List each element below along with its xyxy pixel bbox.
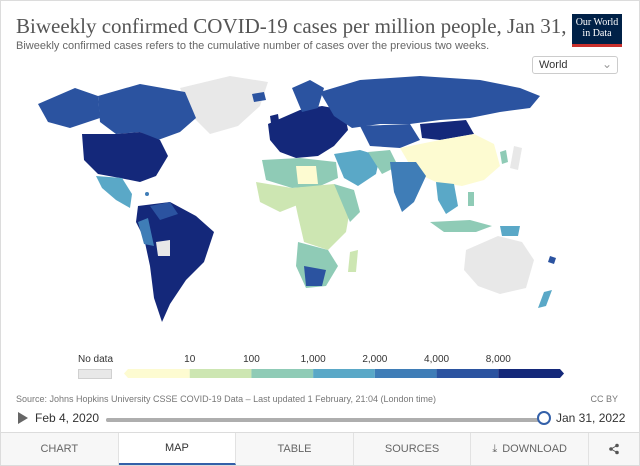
legend-tick-label: 1,000 xyxy=(300,354,326,365)
map-region-new-zealand xyxy=(538,290,552,308)
map-region-canada xyxy=(98,84,196,140)
map-region-venezuela xyxy=(150,202,178,220)
legend-bin[interactable] xyxy=(189,369,252,378)
map-region-korea xyxy=(500,150,508,164)
timeline-end-date: Jan 31, 2022 xyxy=(556,411,626,425)
tab-sources-label: SOURCES xyxy=(384,443,440,455)
map-region-kazakhstan xyxy=(360,124,420,148)
legend-bin[interactable] xyxy=(498,369,560,378)
legend-cap-left xyxy=(124,369,128,378)
source-note: Source: Johns Hopkins University CSSE CO… xyxy=(16,394,437,404)
region-select[interactable]: World ⌄ xyxy=(532,56,618,74)
map-region-usa xyxy=(82,132,168,182)
map-region-alaska xyxy=(38,88,100,128)
map-region-mongolia xyxy=(420,120,474,140)
legend-bin[interactable] xyxy=(128,369,190,378)
legend-tick-label: 8,000 xyxy=(485,354,511,365)
tab-table-label: TABLE xyxy=(277,443,312,455)
license-label[interactable]: CC BY xyxy=(590,394,618,404)
share-button[interactable] xyxy=(588,433,639,465)
map-region-caribbean xyxy=(145,192,149,196)
play-icon[interactable] xyxy=(18,412,28,424)
map-region-east-africa xyxy=(334,184,360,222)
map-region-new-caledonia xyxy=(548,256,556,264)
timeline-track[interactable] xyxy=(106,418,544,422)
map-region-west-africa xyxy=(256,182,300,212)
chevron-down-icon: ⌄ xyxy=(601,57,612,71)
legend-tick-label: 100 xyxy=(243,354,260,365)
legend-tick-label: 2,000 xyxy=(362,354,388,365)
map-region-russia xyxy=(320,76,540,128)
timeline-start-date: Feb 4, 2020 xyxy=(35,411,100,425)
timeline-track-fill xyxy=(106,418,544,422)
tab-chart[interactable]: CHART xyxy=(1,433,119,465)
map-region-madagascar xyxy=(348,250,358,272)
map-region-mexico xyxy=(96,176,132,208)
chart-title: Biweekly confirmed COVID-19 cases per mi… xyxy=(16,14,614,38)
map-region-indonesia xyxy=(430,220,492,232)
logo-line-2: in Data xyxy=(582,28,612,39)
chart-subtitle: Biweekly confirmed cases refers to the c… xyxy=(16,40,490,52)
tab-map[interactable]: MAP xyxy=(118,433,237,465)
map-region-peru xyxy=(138,218,154,246)
legend-tick-label: 4,000 xyxy=(424,354,450,365)
map-region-australia xyxy=(464,236,534,294)
tab-map-label: MAP xyxy=(164,442,189,454)
map-region-libya xyxy=(296,166,318,184)
map-region-europe xyxy=(268,106,348,158)
map-region-south-america xyxy=(136,202,214,322)
map-region-png xyxy=(500,226,520,236)
tab-download-label: DOWNLOAD xyxy=(502,443,567,455)
map-region-south-africa xyxy=(304,266,326,286)
tab-chart-label: CHART xyxy=(40,443,79,455)
tab-bar: CHART MAP TABLE SOURCES ⤓ DOWNLOAD xyxy=(1,432,639,465)
map-region-bolivia xyxy=(156,240,170,256)
legend-no-data-label: No data xyxy=(78,354,114,365)
region-select-value: World xyxy=(539,59,568,71)
legend-bin[interactable] xyxy=(374,369,437,378)
color-legend xyxy=(124,369,564,378)
legend-tick-label: 10 xyxy=(184,354,196,365)
map-region-southeast-asia xyxy=(436,182,458,214)
legend-no-data-swatch xyxy=(78,369,112,379)
download-icon: ⤓ xyxy=(492,442,498,455)
timeline-handle[interactable] xyxy=(537,411,551,425)
logo-line-1: Our World xyxy=(575,17,619,28)
tab-sources[interactable]: SOURCES xyxy=(353,433,472,465)
legend-bin[interactable] xyxy=(313,369,375,378)
tab-table[interactable]: TABLE xyxy=(236,433,354,465)
legend-bin[interactable] xyxy=(251,369,314,378)
map-region-india xyxy=(390,162,426,212)
tab-download[interactable]: ⤓ DOWNLOAD xyxy=(471,433,589,465)
map-region-japan xyxy=(510,146,522,170)
map-region-scandinavia xyxy=(292,80,324,112)
map-region-central-africa xyxy=(292,184,352,250)
map-region-uk xyxy=(270,114,280,130)
map-region-iran xyxy=(368,150,398,174)
map-region-iceland xyxy=(252,92,266,102)
map-region-middle-east xyxy=(334,150,380,186)
map-region-philippines xyxy=(468,192,474,206)
legend-bin[interactable] xyxy=(436,369,499,378)
legend-cap-right xyxy=(560,369,564,378)
world-map[interactable] xyxy=(0,66,640,351)
map-region-china xyxy=(400,134,500,186)
share-icon xyxy=(609,443,619,455)
owid-logo[interactable]: Our World in Data xyxy=(572,14,622,47)
map-region-greenland xyxy=(180,76,268,134)
